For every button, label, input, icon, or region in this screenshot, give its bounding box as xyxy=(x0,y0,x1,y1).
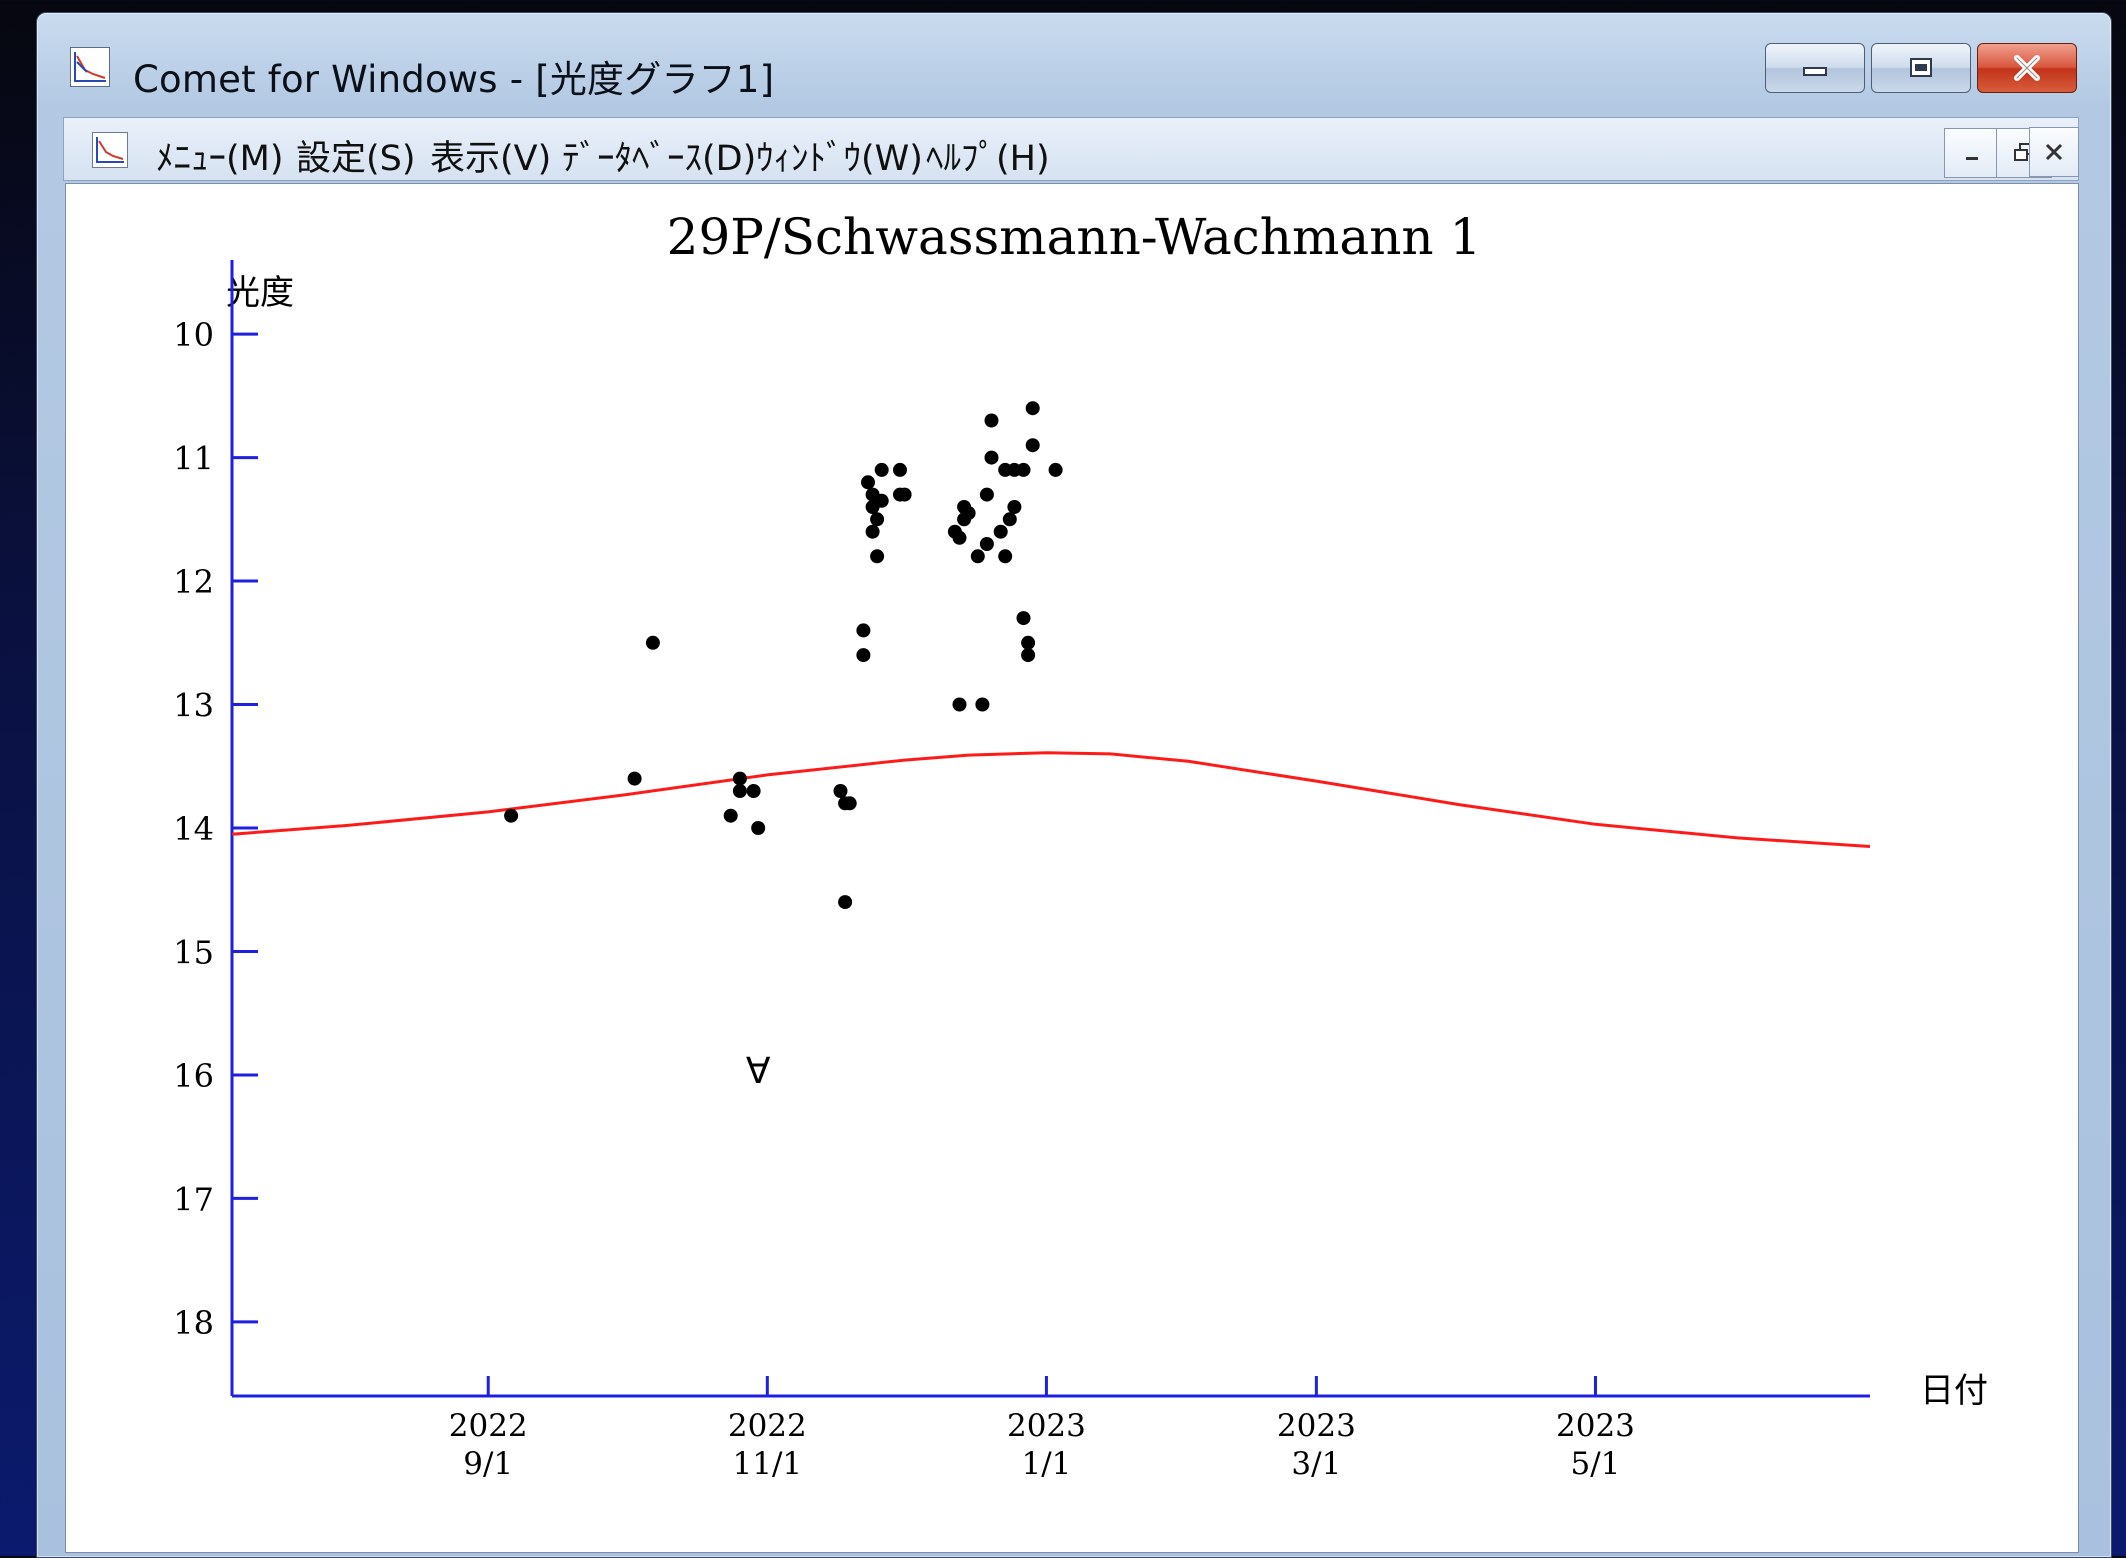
observation-point xyxy=(856,623,871,638)
x-tick-year-label: 2023 xyxy=(1556,1408,1635,1444)
observation-point xyxy=(732,784,747,798)
y-tick-label: 18 xyxy=(173,1304,214,1342)
observation-point xyxy=(833,784,848,798)
y-tick-label: 12 xyxy=(173,563,214,601)
maximize-icon xyxy=(1910,58,1932,77)
observation-point xyxy=(998,549,1013,564)
x-tick-year-label: 2023 xyxy=(1007,1408,1086,1444)
mdi-minimize-button[interactable] xyxy=(1944,128,2000,178)
chart-title: 29P/Schwassmann-Wachmann 1 xyxy=(667,208,1482,266)
observation-point xyxy=(1048,462,1063,477)
y-tick-label: 10 xyxy=(173,316,214,354)
observation-point xyxy=(1016,462,1031,477)
minimize-button[interactable] xyxy=(1765,43,1865,93)
x-axis-label: 日付 xyxy=(1920,1371,1988,1411)
observation-point xyxy=(952,697,967,712)
observation-point xyxy=(1002,512,1017,527)
observation-point xyxy=(993,524,1008,539)
graph-area: 29P/Schwassmann-Wachmann 1 光度 日付 ∀ 10 11 1… xyxy=(65,183,2079,1553)
observation-point xyxy=(746,784,761,798)
observation-point xyxy=(842,796,857,811)
observation-point xyxy=(645,635,660,650)
observation-point xyxy=(723,808,738,823)
graph-icon xyxy=(70,47,110,87)
close-icon xyxy=(2014,55,2040,81)
observation-point xyxy=(870,549,885,564)
prediction-curve xyxy=(231,751,1871,848)
close-icon xyxy=(2045,143,2063,161)
observation-point xyxy=(856,648,871,663)
observation-point xyxy=(732,771,747,786)
x-tick-date-label: 3/1 xyxy=(1291,1446,1341,1482)
observation-point xyxy=(1021,635,1036,650)
observation-point xyxy=(984,413,999,428)
mdi-close-button[interactable] xyxy=(2029,127,2079,177)
x-tick-date-label: 11/1 xyxy=(733,1446,803,1482)
observation-point xyxy=(952,530,967,545)
observation-point xyxy=(975,697,990,712)
y-tick-label: 13 xyxy=(173,687,214,725)
y-tick-label: 11 xyxy=(173,440,214,478)
document-graph-icon[interactable] xyxy=(92,132,128,168)
observation-point xyxy=(627,771,642,786)
y-axis-label: 光度 xyxy=(226,273,294,313)
observation-point xyxy=(970,549,985,564)
observation-point xyxy=(504,808,519,823)
menu-window[interactable]: ｳｨﾝﾄﾞｳ(W) xyxy=(756,139,923,179)
observation-point xyxy=(1016,611,1031,626)
observation-point xyxy=(874,493,889,508)
menu-help[interactable]: ﾍﾙﾌﾟ(H) xyxy=(926,139,1050,179)
observation-point xyxy=(1007,500,1022,514)
minimize-icon xyxy=(1803,67,1827,76)
menu-view[interactable]: 表示(V) xyxy=(430,139,552,179)
upper-limit-marker: ∀ xyxy=(746,1051,771,1092)
observation-point xyxy=(961,506,976,521)
y-tick-label: 15 xyxy=(173,933,214,971)
observation-point xyxy=(861,475,875,490)
observation-point xyxy=(979,487,994,502)
y-tick-label: 14 xyxy=(173,810,214,848)
x-tick-year-label: 2023 xyxy=(1277,1408,1356,1444)
observation-point xyxy=(897,487,912,502)
app-window: Comet for Windows - [光度グラフ1] ﾒ xyxy=(36,12,2112,1558)
window-title: Comet for Windows - [光度グラフ1] xyxy=(133,58,775,101)
observation-point xyxy=(865,524,880,539)
y-tick-label: 17 xyxy=(173,1180,214,1218)
menu-menu[interactable]: ﾒﾆｭｰ(M) xyxy=(156,139,284,179)
observation-point xyxy=(1025,401,1040,416)
observation-point xyxy=(1021,648,1036,663)
maximize-button[interactable] xyxy=(1871,43,1971,93)
observation-point xyxy=(838,895,853,910)
menu-database[interactable]: ﾃﾞｰﾀﾍﾞｰｽ(D) xyxy=(562,139,757,179)
title-bar[interactable]: Comet for Windows - [光度グラフ1] xyxy=(37,13,2111,113)
x-tick-year-label: 2022 xyxy=(449,1408,528,1444)
brightness-graph: 29P/Schwassmann-Wachmann 1 光度 日付 ∀ 10 11 1… xyxy=(173,208,1988,1482)
x-tick-date-label: 5/1 xyxy=(1571,1446,1621,1482)
observation-point xyxy=(1025,438,1040,453)
observation-point xyxy=(979,537,994,551)
y-tick-label: 16 xyxy=(173,1057,214,1095)
observation-point xyxy=(984,450,999,465)
observation-point xyxy=(893,462,907,477)
menu-bar: ﾒﾆｭｰ(M) 設定(S) 表示(V) ﾃﾞｰﾀﾍﾞｰｽ(D) ｳｨﾝﾄﾞｳ(W… xyxy=(63,117,2079,181)
x-tick-date-label: 9/1 xyxy=(463,1446,513,1482)
observation-point xyxy=(751,821,766,835)
close-button[interactable] xyxy=(1977,43,2077,93)
x-tick-year-label: 2022 xyxy=(728,1408,807,1444)
x-tick-date-label: 1/1 xyxy=(1021,1446,1071,1482)
menu-settings[interactable]: 設定(S) xyxy=(296,139,416,179)
minimize-icon xyxy=(1966,157,1978,160)
observation-point xyxy=(870,512,885,527)
observation-point xyxy=(874,462,889,477)
